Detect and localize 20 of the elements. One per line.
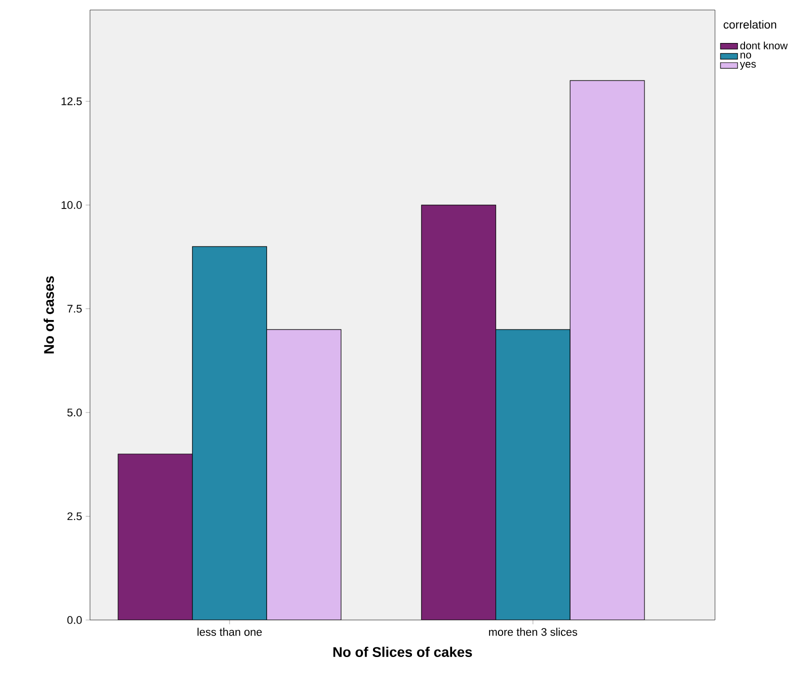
y-tick-label: 2.5: [67, 512, 82, 520]
x-tick-label: more then 3 slices: [489, 628, 578, 636]
legend-label: no: [740, 52, 752, 59]
y-tick-label: 12.5: [62, 97, 82, 106]
bar: [421, 204, 496, 620]
y-axis-title: No of cases: [44, 276, 54, 354]
y-tick-label: 7.5: [67, 304, 82, 313]
y-tick-label: 0.0: [67, 616, 82, 624]
bar: [570, 80, 645, 620]
y-tick-label: 5.0: [67, 408, 82, 416]
x-tick-label: less than one: [198, 628, 262, 636]
y-tick-label: 10.0: [62, 201, 82, 209]
x-axis-title: No of Slices of cakes: [333, 646, 472, 658]
bar: [495, 329, 570, 620]
legend-label: yes: [740, 62, 756, 70]
bar: [192, 246, 268, 620]
legend-label: dont know: [740, 42, 788, 50]
bar: [118, 454, 193, 620]
bar: [266, 329, 342, 620]
legend-title: correlation: [724, 20, 776, 29]
